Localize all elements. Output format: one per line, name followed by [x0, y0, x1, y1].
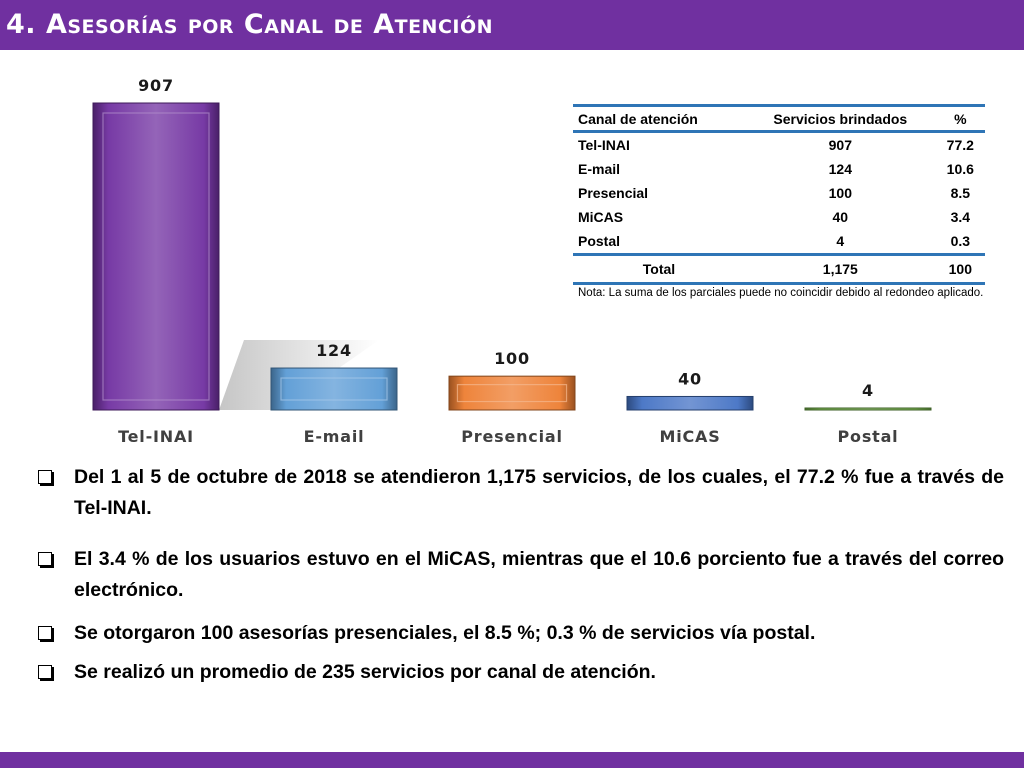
bar-value-label: 100 [494, 349, 530, 368]
bar-bevel [280, 377, 388, 401]
slide-title: 4. Asesorías por Canal de Atención [6, 9, 494, 40]
bullet-text: Del 1 al 5 de octubre de 2018 se atendie… [74, 466, 1004, 519]
table-row: Presencial 100 8.5 [573, 181, 985, 205]
bar-value-label: 124 [316, 341, 352, 360]
table-note: Nota: La suma de los parciales puede no … [578, 287, 984, 299]
x-tick-label: MiCAS [659, 427, 720, 446]
bullet-item: El 3.4 % de los usuarios estuvo en el Mi… [36, 544, 1004, 606]
bottom-bar [0, 752, 1024, 768]
x-tick-label: Postal [838, 427, 899, 446]
bullet-item: Del 1 al 5 de octubre de 2018 se atendie… [36, 462, 1004, 524]
table-cell: 4 [836, 233, 845, 249]
x-tick-label: Presencial [461, 427, 562, 446]
bar-value-label: 40 [678, 369, 702, 388]
data-table: Canal de atención Servicios brindados % … [573, 104, 985, 285]
table-header-canal: Canal de atención [573, 104, 746, 133]
bullet-item: Se otorgaron 100 asesorías presenciales,… [36, 618, 1004, 649]
checkbox-bullet-icon [38, 626, 52, 640]
bar-presencial [448, 375, 576, 411]
bar-chart: 907 124 100 40 4 Tel-INAI E-mail Presencial MiC… [92, 76, 932, 446]
bullet-text: El 3.4 % de los usuarios estuvo en el Mi… [74, 548, 1004, 601]
table-total-servicios: 1,175 [745, 253, 936, 285]
bar-tel-inai [92, 102, 220, 411]
table-cell: Postal [578, 233, 621, 249]
checkbox-bullet-icon [38, 665, 52, 679]
bullet-item: Se realizó un promedio de 235 servicios … [36, 657, 1004, 688]
table-cell: 10.6 [946, 161, 974, 177]
bar-bevel [456, 384, 568, 403]
bar-micas [626, 395, 754, 411]
table-row: Tel-INAI 907 77.2 [573, 132, 985, 158]
bar-bevel [102, 112, 210, 401]
x-tick-label: E-mail [304, 427, 365, 446]
table-cell: Presencial [578, 185, 649, 201]
table-cell: 907 [828, 137, 852, 153]
bar-e-mail [270, 367, 398, 411]
table-cell: 100 [828, 185, 852, 201]
table-cell: 8.5 [950, 185, 971, 201]
bar-postal [804, 407, 932, 411]
table-cell: 0.3 [950, 233, 971, 249]
bar-value-label: 4 [862, 381, 874, 400]
table-header-row: Canal de atención Servicios brindados % [573, 104, 985, 133]
table-cell: MiCAS [578, 209, 624, 225]
table-row: MiCAS 40 3.4 [573, 205, 985, 229]
x-tick-label: Tel-INAI [118, 427, 194, 446]
table-cell: 77.2 [946, 137, 974, 153]
checkbox-bullet-icon [38, 552, 52, 566]
table-header-percent: % [935, 104, 985, 133]
table-cell: 3.4 [950, 209, 971, 225]
bullet-list: Del 1 al 5 de octubre de 2018 se atendie… [36, 462, 1004, 688]
bar-value-label: 907 [138, 76, 174, 95]
table-total-row: Total 1,175 100 [573, 253, 985, 285]
bullet-text: Se realizó un promedio de 235 servicios … [74, 661, 656, 683]
table-cell: 124 [828, 161, 852, 177]
table-cell: 40 [832, 209, 849, 225]
table-total-label: Total [573, 253, 746, 285]
table-header-servicios: Servicios brindados [745, 104, 936, 133]
title-bar: 4. Asesorías por Canal de Atención [0, 0, 1024, 50]
table-row: Postal 4 0.3 [573, 229, 985, 255]
table-cell: E-mail [578, 161, 621, 177]
checkbox-bullet-icon [38, 470, 52, 484]
table-cell: Tel-INAI [578, 137, 630, 153]
table-total-percent: 100 [935, 253, 985, 285]
table-row: E-mail 124 10.6 [573, 157, 985, 181]
bullet-text: Se otorgaron 100 asesorías presenciales,… [74, 622, 816, 644]
